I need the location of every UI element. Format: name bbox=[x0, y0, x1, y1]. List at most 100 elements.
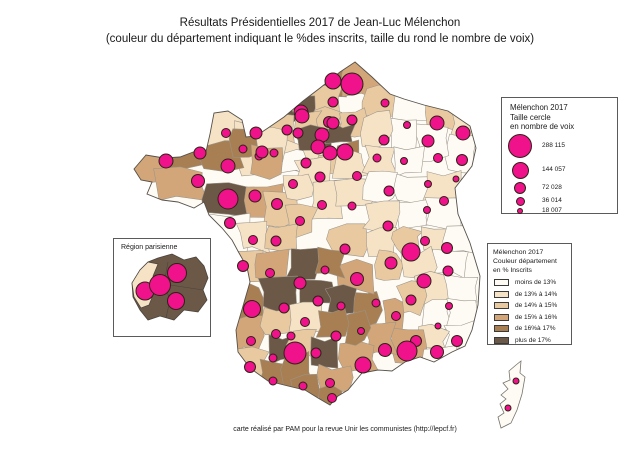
department-cell bbox=[326, 223, 370, 258]
vote-circle bbox=[283, 341, 307, 365]
vote-circle bbox=[451, 335, 463, 347]
department-cell bbox=[393, 145, 425, 178]
vote-circle bbox=[270, 235, 282, 247]
vote-circle bbox=[512, 377, 520, 385]
vote-circle bbox=[293, 276, 307, 290]
department-cell bbox=[285, 247, 322, 280]
vote-circle bbox=[246, 336, 256, 346]
vote-circle bbox=[221, 128, 231, 138]
paris-region-inset-box: Région parisienne bbox=[113, 238, 211, 337]
vote-circle bbox=[380, 98, 390, 108]
size-legend-circle bbox=[514, 182, 526, 194]
vote-circle bbox=[352, 171, 362, 181]
vote-circle bbox=[430, 345, 444, 359]
vote-circle bbox=[371, 298, 381, 308]
color-legend-swatch bbox=[494, 279, 509, 286]
corsica-outline bbox=[497, 360, 526, 429]
map-credit-caption: carte réalisé par PAM pour la revue Unir… bbox=[233, 426, 457, 433]
title-line-1: Résultats Présidentielles 2017 de Jean-L… bbox=[179, 17, 461, 29]
vote-circle bbox=[281, 124, 293, 136]
vote-circle bbox=[248, 189, 262, 203]
size-legend-circle bbox=[511, 161, 529, 179]
vote-circle bbox=[271, 198, 283, 210]
color-legend-title: Mélenchon 2017 Couleur département en % In… bbox=[493, 248, 557, 275]
vote-circle bbox=[378, 343, 392, 357]
vote-circle bbox=[456, 154, 468, 166]
department-cell bbox=[397, 198, 430, 231]
size-legend-title-line: Mélenchon 2017 bbox=[510, 103, 568, 112]
vote-circle bbox=[420, 236, 430, 246]
vote-circle bbox=[421, 134, 435, 148]
vote-circle bbox=[424, 180, 432, 188]
department-cell bbox=[254, 248, 290, 282]
vote-circle bbox=[330, 330, 342, 342]
vote-circle bbox=[300, 317, 310, 327]
vote-circle bbox=[292, 127, 304, 139]
vote-circle bbox=[286, 331, 296, 341]
department-cell bbox=[315, 307, 350, 338]
color-legend-swatch bbox=[494, 313, 509, 321]
vote-circle bbox=[310, 347, 322, 359]
vote-circle bbox=[336, 143, 354, 161]
vote-circle bbox=[317, 200, 327, 210]
vote-circle bbox=[295, 216, 305, 226]
vote-circle bbox=[312, 295, 324, 307]
size-legend-title: Mélenchon 2017 Taille cercle en nombre de … bbox=[510, 103, 574, 132]
vote-circle bbox=[504, 404, 512, 412]
vote-circle bbox=[372, 153, 382, 163]
size-legend-value: 36 014 bbox=[542, 197, 562, 204]
vote-circle bbox=[320, 265, 330, 275]
vote-circle bbox=[288, 179, 298, 189]
vote-circle bbox=[396, 340, 418, 362]
corsica-vote-circles-layer bbox=[504, 377, 520, 412]
color-legend-swatch bbox=[494, 336, 509, 344]
vote-circle bbox=[244, 361, 256, 373]
vote-circle bbox=[391, 311, 401, 321]
color-class-legend: Mélenchon 2017 Couleur département en % In… bbox=[487, 243, 572, 345]
department-cell bbox=[443, 274, 479, 304]
vote-circle bbox=[167, 263, 187, 283]
vote-circle bbox=[217, 188, 239, 210]
color-legend-label: de 13% à 14% bbox=[515, 290, 558, 298]
vote-circle bbox=[383, 185, 395, 197]
size-legend-circle bbox=[515, 196, 525, 206]
size-legend-title-line: Taille cercle bbox=[510, 112, 551, 122]
vote-circle bbox=[193, 146, 207, 160]
inset-vote-circles-layer bbox=[135, 263, 187, 310]
color-legend-label: de 16%à 17% bbox=[515, 325, 556, 332]
vote-circle bbox=[346, 114, 358, 126]
vote-circle bbox=[445, 302, 453, 310]
vote-circle bbox=[325, 378, 335, 388]
vote-circle bbox=[255, 145, 269, 159]
paris-region-inset-label: Région parisienne bbox=[121, 244, 178, 251]
vote-circle bbox=[354, 356, 372, 374]
vote-circle bbox=[294, 108, 310, 124]
department-cell bbox=[344, 310, 372, 346]
vote-circle bbox=[378, 134, 390, 146]
vote-circle bbox=[441, 242, 453, 254]
vote-circle bbox=[350, 272, 364, 286]
vote-circle bbox=[400, 157, 408, 165]
vote-circle bbox=[433, 153, 443, 163]
vote-circle bbox=[269, 148, 279, 158]
vote-circle bbox=[339, 243, 351, 255]
vote-circle bbox=[268, 376, 278, 386]
vote-circle bbox=[439, 196, 449, 206]
vote-circle bbox=[403, 121, 411, 129]
vote-circle bbox=[434, 322, 442, 330]
vote-circle bbox=[340, 72, 364, 96]
vote-circle bbox=[300, 157, 312, 169]
vote-circle bbox=[278, 302, 290, 314]
vote-circle bbox=[327, 96, 339, 108]
color-legend-title-line: Couleur département bbox=[493, 258, 557, 265]
vote-circle bbox=[314, 171, 326, 183]
vote-circle bbox=[452, 175, 460, 183]
size-legend-value: 288 115 bbox=[542, 142, 566, 149]
size-legend-circle bbox=[517, 208, 523, 214]
size-legend-value: 18 007 bbox=[542, 207, 562, 214]
size-legend-value: 72 028 bbox=[542, 184, 562, 191]
vote-circle bbox=[357, 327, 365, 335]
vote-circles-layer bbox=[158, 72, 471, 403]
vote-circle bbox=[423, 206, 431, 214]
